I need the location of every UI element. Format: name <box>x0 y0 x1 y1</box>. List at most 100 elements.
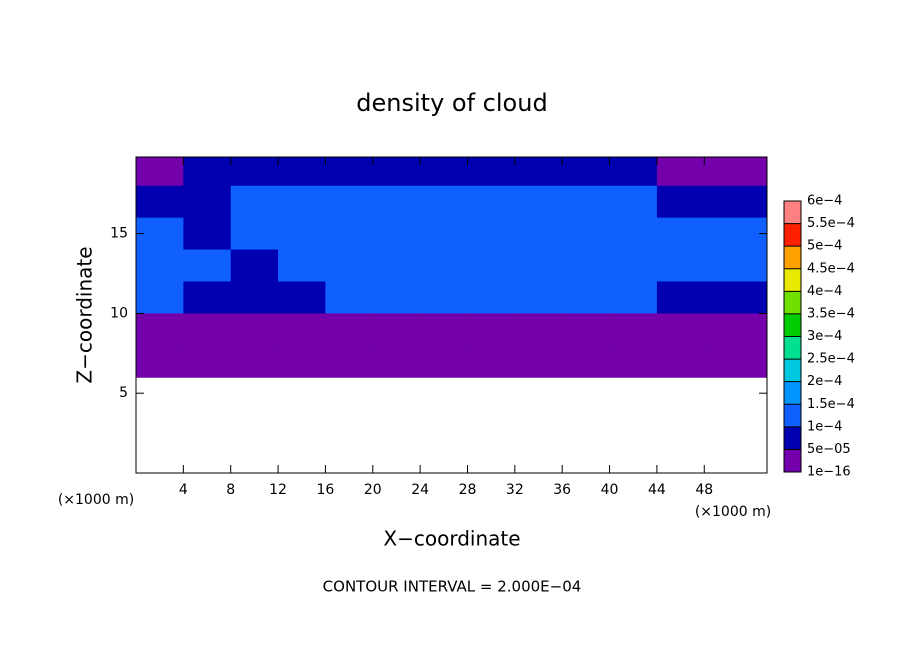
contour-cell <box>278 157 326 187</box>
contour-cell <box>704 185 767 219</box>
colorbar-label: 1e−16 <box>807 465 851 480</box>
contour-cell <box>420 313 468 346</box>
contour-cell <box>704 345 767 378</box>
colorbar-band <box>784 426 801 450</box>
colorbar-band <box>784 404 801 427</box>
contour-cell <box>136 157 184 187</box>
contour-cell <box>372 281 421 314</box>
contour-cell <box>278 249 326 282</box>
contour-cell <box>420 345 468 378</box>
colorbar-label: 1e−4 <box>807 419 842 434</box>
contour-cell <box>325 345 374 378</box>
contour-cell <box>183 157 232 187</box>
colorbar-band <box>784 359 801 382</box>
colorbar-band <box>784 313 801 337</box>
contour-cell <box>562 345 611 378</box>
contour-cell <box>514 185 563 219</box>
contour-cell <box>230 345 279 378</box>
colorbar-label: 2.5e−4 <box>807 352 855 367</box>
x-tick-label: 32 <box>506 482 524 498</box>
contour-cell <box>656 217 705 251</box>
colorbar-band <box>784 291 801 314</box>
contour-cell <box>372 313 421 346</box>
contour-cell <box>656 281 705 314</box>
contour-cell <box>704 281 767 314</box>
colorbar-label: 4.5e−4 <box>807 261 855 276</box>
contour-cell <box>278 345 326 378</box>
contour-cell <box>278 217 326 251</box>
colorbar-label: 2e−4 <box>807 374 842 389</box>
colorbar-label: 5.5e−4 <box>807 216 855 231</box>
x-tick-label: 8 <box>226 482 235 498</box>
contour-cell <box>704 249 767 282</box>
contour-cell <box>230 157 279 187</box>
contour-cell <box>183 217 232 251</box>
y-tick-label: 5 <box>119 385 128 401</box>
colorbar-label: 4e−4 <box>807 284 842 299</box>
colorbar-label: 5e−05 <box>807 442 851 457</box>
contour-cell <box>467 345 516 378</box>
contour-cell <box>325 185 374 219</box>
contour-cell <box>704 313 767 346</box>
contour-cell <box>467 313 516 346</box>
y-tick-label: 10 <box>110 305 128 321</box>
contour-cell <box>278 185 326 219</box>
contour-cell <box>562 217 611 251</box>
contour-cell <box>656 185 705 219</box>
contour-cell <box>704 217 767 251</box>
contour-cell <box>183 313 232 346</box>
x-tick-label: 12 <box>269 482 287 498</box>
contour-cell <box>278 281 326 314</box>
contour-cell <box>562 185 611 219</box>
contour-cell <box>656 313 705 346</box>
contour-cell <box>562 249 611 282</box>
contour-cell <box>420 185 468 219</box>
contour-cell <box>467 281 516 314</box>
contour-cell <box>514 249 563 282</box>
contour-cell <box>420 281 468 314</box>
contour-cell <box>325 313 374 346</box>
contour-cell <box>467 157 516 187</box>
contour-cell <box>656 249 705 282</box>
colorbar-band <box>784 449 801 472</box>
contour-cell <box>183 345 232 378</box>
contour-cell <box>325 249 374 282</box>
contour-cell <box>467 249 516 282</box>
contour-cell <box>562 157 611 187</box>
colorbar-band <box>784 223 801 247</box>
x-tick-label: 16 <box>317 482 335 498</box>
contour-cell <box>372 249 421 282</box>
contour-cell <box>136 281 184 314</box>
x-tick-label: 28 <box>459 482 477 498</box>
contour-cell <box>467 185 516 219</box>
contour-cell <box>562 281 611 314</box>
contour-cell <box>656 157 705 187</box>
colorbar-label: 3e−4 <box>807 329 842 344</box>
contour-cell <box>420 217 468 251</box>
colorbar-band <box>784 381 801 405</box>
contour-cell <box>609 345 658 378</box>
contour-cell <box>230 313 279 346</box>
contour-cell <box>420 157 468 187</box>
contour-cell <box>183 185 232 219</box>
contour-cell <box>183 281 232 314</box>
contour-cell <box>325 157 374 187</box>
contour-cell <box>372 345 421 378</box>
contour-cell <box>136 249 184 282</box>
y-tick-label: 15 <box>110 226 128 242</box>
x-tick-label: 24 <box>411 482 429 498</box>
contour-cell <box>609 217 658 251</box>
plot-frame <box>135 156 768 474</box>
contour-cell <box>467 217 516 251</box>
contour-cell <box>136 313 184 346</box>
contour-cell <box>514 281 563 314</box>
colorbar-band <box>784 246 801 269</box>
contour-cell <box>136 345 184 378</box>
contour-cell <box>514 157 563 187</box>
colorbar-band <box>784 336 801 360</box>
x-tick-label: 44 <box>648 482 666 498</box>
x-tick-label: 36 <box>553 482 571 498</box>
contour-cell <box>230 217 279 251</box>
contour-cell <box>278 313 326 346</box>
